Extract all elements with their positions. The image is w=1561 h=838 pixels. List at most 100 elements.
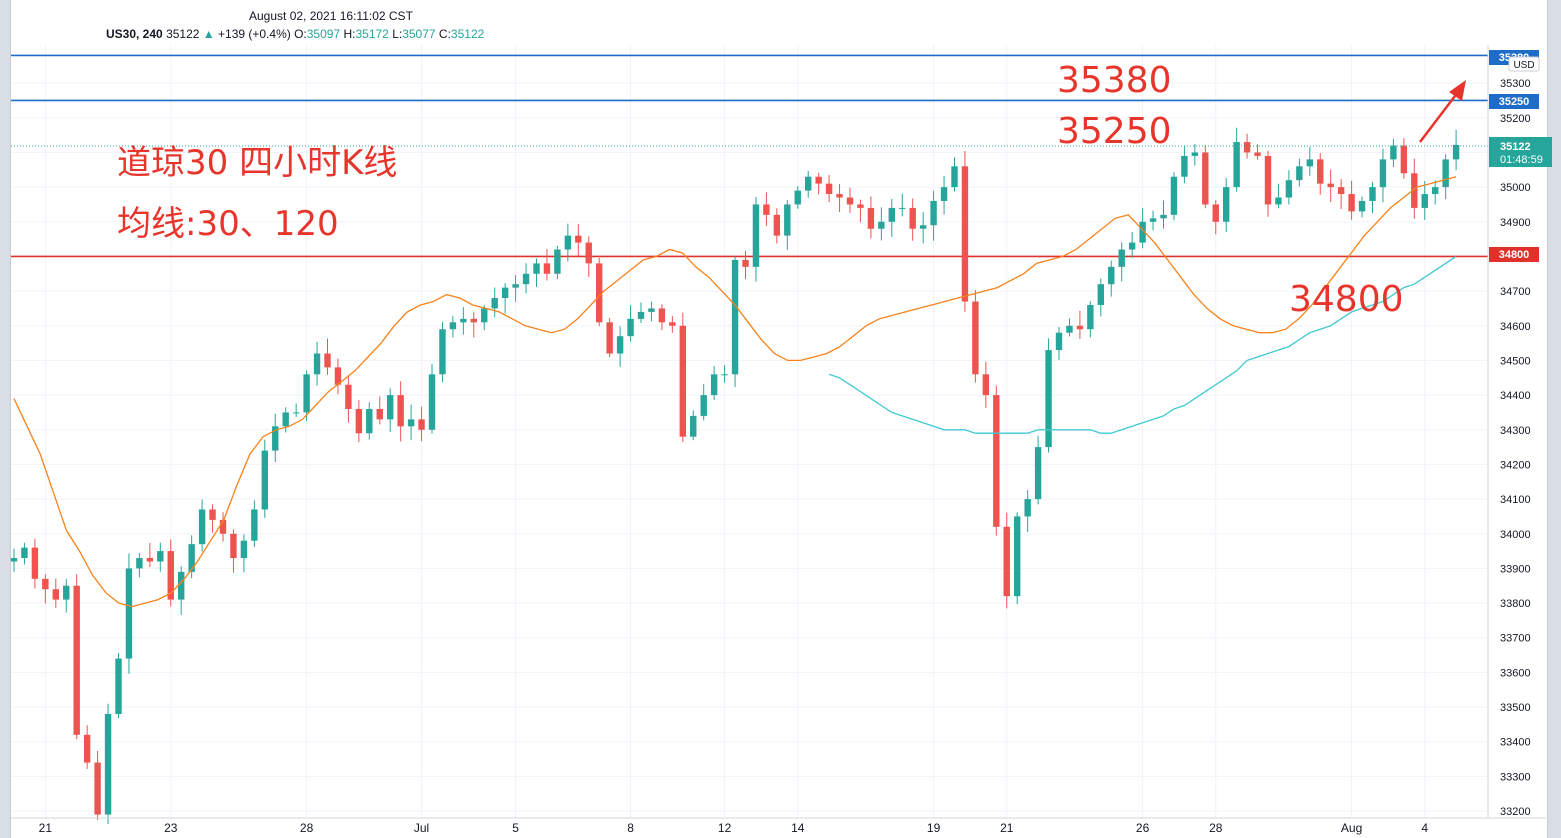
candle-body: [543, 263, 551, 274]
candle-body: [63, 585, 70, 600]
candle-body: [240, 540, 248, 559]
candle-body: [1118, 249, 1125, 267]
candle-body: [1317, 159, 1324, 184]
candle-body: [157, 551, 164, 562]
candle-body: [1442, 159, 1449, 188]
candle-body: [1411, 173, 1418, 208]
candle-body: [1452, 144, 1460, 160]
time-axis[interactable]: 21 23 28 Jul 5 8 12 14 19 21 26 28 Aug 4: [11, 817, 1546, 835]
candle-body: [52, 589, 59, 600]
candle-body: [815, 176, 822, 184]
annotation-34800: 34800: [1289, 279, 1404, 320]
candle-body: [261, 450, 268, 510]
candle-body: [1390, 145, 1397, 160]
candle-body: [825, 183, 833, 195]
candle-body: [658, 308, 666, 323]
y-tick-label: 34000: [1500, 529, 1531, 541]
candle-body: [1421, 194, 1428, 208]
x-tick-label: 28: [300, 821, 314, 835]
candle-body: [554, 249, 561, 274]
candle-body: [481, 308, 488, 323]
candle-body: [1223, 187, 1230, 222]
x-tick-label: 4: [1421, 821, 1428, 835]
candle-body: [742, 259, 749, 267]
candle-body: [167, 551, 174, 600]
candle-body: [982, 374, 990, 396]
annotation-title: 道琼30 四小时K线: [117, 143, 397, 183]
candle-body: [710, 374, 718, 396]
header-ohlc: US30, 240 35122 ▲ +139 (+0.4%) O:35097 H…: [106, 27, 484, 41]
candle-body: [616, 336, 624, 354]
symbol-label[interactable]: US30, 240: [106, 27, 163, 41]
candle-body: [899, 207, 906, 209]
candle-body: [449, 322, 457, 330]
candle-body: [763, 204, 770, 215]
candle-body: [1400, 145, 1408, 174]
candle-body: [355, 408, 363, 434]
candle-body: [846, 197, 854, 205]
candle-body: [1285, 180, 1293, 198]
candle-body: [909, 207, 916, 229]
close-label: C:: [438, 27, 451, 41]
candle-body: [1243, 142, 1251, 153]
candle-body: [1034, 447, 1042, 500]
candle-body: [648, 308, 655, 312]
y-tick-label: 33500: [1500, 702, 1531, 714]
candle-body: [1128, 242, 1136, 250]
candle-body: [794, 190, 801, 205]
candle-body: [470, 318, 477, 323]
currency-label[interactable]: USD: [1513, 60, 1534, 71]
candle-body: [104, 714, 112, 815]
candle-body: [1327, 183, 1334, 188]
candle-body: [1108, 266, 1115, 285]
high-value: 35172: [355, 27, 389, 41]
change-arrow-icon: ▲: [202, 27, 215, 41]
candle-body: [94, 762, 101, 815]
candle-body: [198, 509, 206, 545]
candle-body: [533, 263, 540, 274]
candle-body: [951, 166, 958, 188]
candle-body: [125, 568, 133, 659]
candle-body: [1358, 200, 1366, 212]
x-tick-label: 19: [927, 821, 941, 835]
low-value: 35077: [402, 27, 436, 41]
label-34800: 34800: [1499, 249, 1530, 261]
candle-body: [784, 204, 791, 236]
y-tick-label: 34600: [1500, 321, 1531, 333]
candle-body: [1254, 152, 1261, 156]
candle-body: [700, 395, 707, 416]
y-tick-label: 34400: [1500, 390, 1531, 402]
candle-body: [1306, 159, 1313, 167]
candle-body: [627, 318, 634, 337]
candle-body: [585, 242, 592, 264]
candle-body: [1348, 194, 1355, 212]
candle-body: [31, 547, 39, 579]
candle-body: [1160, 214, 1167, 219]
y-tick-label: 33800: [1500, 598, 1531, 610]
candle-body: [115, 658, 122, 715]
candle-body: [1170, 176, 1178, 215]
candle-body: [303, 374, 310, 413]
candle-body: [1181, 155, 1188, 177]
candle-body: [930, 200, 937, 226]
candle-body: [376, 408, 383, 420]
candle-body: [439, 329, 446, 375]
annotation-35380: 35380: [1057, 60, 1172, 101]
label-35250: 35250: [1499, 96, 1530, 108]
annotation-subtitle: 均线:30、120: [117, 204, 339, 244]
candle-body: [272, 426, 279, 451]
candle-body: [940, 187, 948, 201]
x-tick-label: Jul: [414, 821, 429, 835]
candle-body: [669, 322, 676, 326]
candle-body: [857, 204, 864, 208]
candle-body: [679, 325, 686, 437]
y-tick-label: 34300: [1500, 425, 1531, 437]
close-value: 35122: [450, 27, 485, 41]
arrow-icon: [1419, 80, 1466, 143]
candle-body: [1379, 159, 1387, 188]
grid: [11, 45, 1488, 818]
candle-body: [867, 207, 875, 229]
candle-body: [1233, 142, 1240, 188]
candle-body: [606, 322, 613, 354]
